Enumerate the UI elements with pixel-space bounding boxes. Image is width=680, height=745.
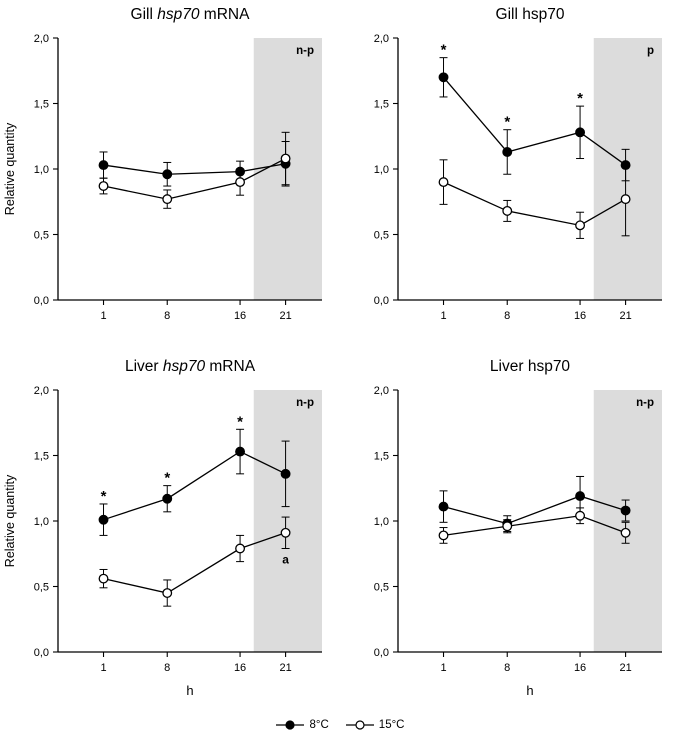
filled-circle-marker	[98, 514, 109, 525]
open-circle-marker	[620, 527, 631, 538]
x-tick-label: 16	[574, 310, 586, 322]
filled-circle-marker	[235, 446, 246, 457]
significance-asterisk: *	[237, 413, 243, 430]
x-tick-label: 8	[504, 662, 510, 674]
open-circle-marker	[280, 153, 291, 164]
x-tick-label: 1	[100, 662, 106, 674]
chart-legend: 8°C 15°C	[0, 704, 680, 745]
filled-circle-marker	[502, 147, 513, 157]
y-tick-label: 0,0	[34, 647, 49, 659]
legend-item: 8°C	[275, 718, 329, 731]
significance-asterisk: *	[504, 114, 510, 131]
chart-liver-hsp70-mrna: 0,0 0,5 1,0 1,5 2,0 1 8 16 21 Liver hsp70 mRNA n-p…	[3, 358, 322, 698]
x-tick-label: 21	[619, 662, 631, 674]
stats-annotation: n-p	[296, 45, 314, 57]
open-circle-marker-icon	[345, 719, 374, 730]
open-circle-marker	[438, 177, 449, 188]
panel-title: Gill hsp70	[496, 6, 565, 23]
y-tick-label: 0,5	[34, 230, 49, 242]
y-tick-label: 2,0	[34, 385, 49, 397]
x-tick-label: 16	[234, 310, 246, 322]
y-tick-label: 1,5	[374, 99, 389, 111]
significance-asterisk: *	[164, 470, 170, 487]
open-circle-marker	[235, 177, 246, 188]
y-tick-label: 1,5	[34, 451, 49, 463]
panel-title: Liver hsp70 mRNA	[125, 358, 256, 375]
open-circle-marker	[98, 181, 109, 191]
open-circle-marker	[235, 543, 246, 554]
y-tick-label: 0,0	[34, 295, 49, 307]
significance-asterisk: *	[101, 488, 107, 505]
y-tick-label: 0,5	[34, 582, 49, 594]
significance-letter: a	[282, 553, 289, 567]
filled-circle-marker-icon	[276, 719, 305, 730]
stats-annotation: n-p	[296, 397, 314, 409]
x-tick-label: 8	[164, 662, 170, 674]
y-tick-label: 2,0	[374, 33, 389, 45]
x-tick-label: 21	[279, 310, 291, 322]
filled-circle-marker	[438, 72, 449, 83]
y-tick-label: 0,0	[374, 647, 389, 659]
y-tick-label: 0,0	[374, 295, 389, 307]
significance-asterisk: *	[577, 90, 583, 107]
x-tick-label: 21	[619, 310, 631, 322]
stats-annotation: n-p	[636, 397, 654, 409]
open-circle-marker	[620, 194, 631, 205]
chart-gill-hsp70-protein: 0,0 0,5 1,0 1,5 2,0 1 8 16 21 Gill hsp70 p * * *	[374, 6, 662, 322]
y-axis-title: Relative quantity	[3, 474, 17, 567]
filled-circle-marker	[98, 160, 109, 171]
chart-liver-hsp70-protein: 0,0 0,5 1,0 1,5 2,0 1 8 16 21 Liver hsp70 n-p h	[374, 358, 662, 698]
y-tick-label: 1,0	[34, 164, 49, 176]
open-circle-marker	[575, 220, 586, 231]
x-tick-label: 8	[164, 310, 170, 322]
significance-asterisk: *	[441, 42, 447, 59]
legend-label: 15°C	[378, 718, 405, 731]
filled-circle-marker	[162, 493, 173, 504]
y-tick-label: 2,0	[374, 385, 389, 397]
open-circle-marker	[162, 194, 173, 205]
y-tick-label: 1,0	[34, 516, 49, 528]
y-tick-label: 1,0	[374, 516, 389, 528]
filled-circle-marker	[162, 169, 173, 180]
open-circle-marker	[280, 527, 291, 538]
x-tick-label: 1	[440, 310, 446, 322]
y-tick-label: 0,5	[374, 582, 389, 594]
y-tick-label: 0,5	[374, 230, 389, 242]
filled-circle-marker	[575, 491, 586, 502]
x-tick-label: 1	[100, 310, 106, 322]
filled-circle-marker	[280, 468, 291, 479]
night-shaded-region	[253, 390, 322, 652]
x-tick-label: 16	[574, 662, 586, 674]
x-tick-label: 1	[440, 662, 446, 674]
open-circle-marker	[502, 521, 513, 532]
chart-gill-hsp70-mrna: 0,0 0,5 1,0 1,5 2,0 1 8 16 21 Gill hsp70 mRNA n-p R…	[3, 6, 322, 322]
y-axis-title: Relative quantity	[3, 122, 17, 215]
filled-circle-marker	[575, 127, 586, 138]
x-axis-title: h	[186, 683, 193, 698]
x-tick-label: 8	[504, 310, 510, 322]
panel-title: Liver hsp70	[490, 358, 571, 375]
open-circle-marker	[438, 530, 449, 541]
legend-item: 15°C	[345, 719, 405, 731]
y-tick-label: 1,5	[34, 99, 49, 111]
x-axis-title: h	[526, 683, 533, 698]
y-tick-label: 1,5	[374, 451, 389, 463]
open-circle-marker	[98, 573, 109, 584]
stats-annotation: p	[647, 45, 654, 57]
y-tick-label: 1,0	[374, 164, 389, 176]
open-circle-marker	[502, 205, 513, 216]
x-tick-label: 21	[279, 662, 291, 674]
filled-circle-marker	[438, 501, 449, 512]
filled-circle-marker	[620, 505, 631, 516]
y-tick-label: 2,0	[34, 33, 49, 45]
legend-label: 8°C	[309, 718, 329, 731]
open-circle-marker	[162, 588, 173, 599]
x-tick-label: 16	[234, 662, 246, 674]
panel-title: Gill hsp70 mRNA	[131, 6, 251, 23]
open-circle-marker	[575, 510, 586, 521]
